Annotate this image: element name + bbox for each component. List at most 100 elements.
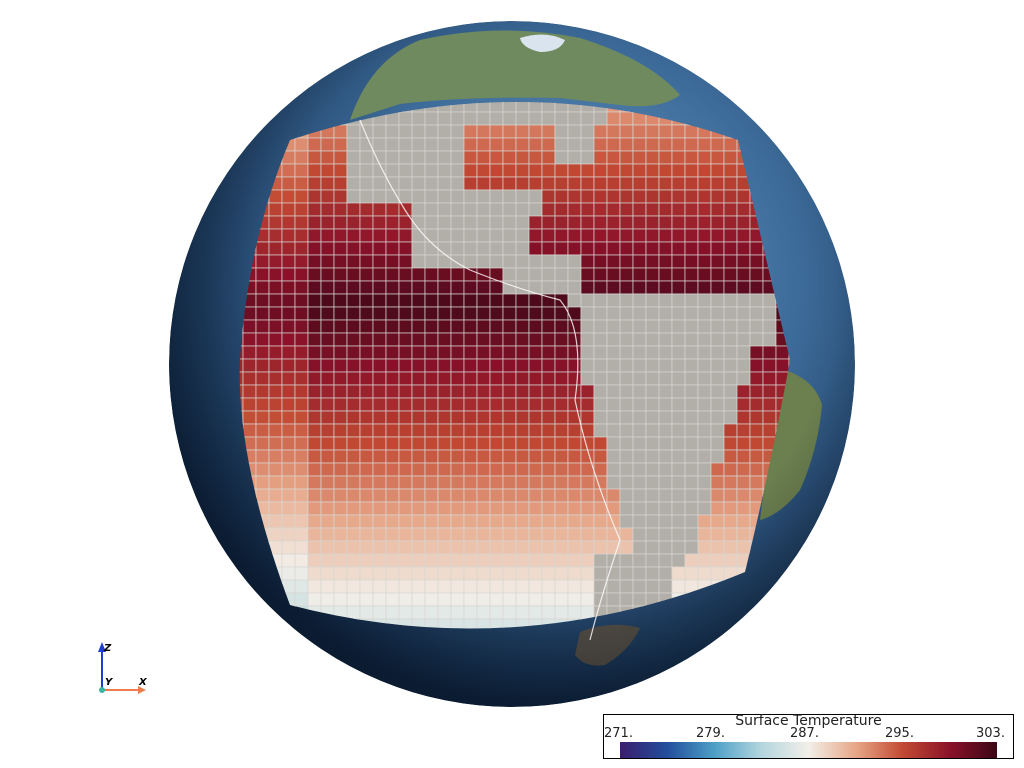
mesh-cell — [230, 86, 243, 99]
mesh-cell — [580, 124, 595, 139]
mesh-cell — [671, 319, 686, 334]
mesh-cell — [320, 215, 335, 230]
mesh-cell — [307, 592, 322, 607]
mesh-cell — [710, 358, 725, 373]
mesh-cell — [372, 280, 387, 295]
mesh-cell — [554, 488, 569, 503]
mesh-cell — [424, 462, 439, 477]
mesh-cell — [567, 358, 582, 373]
mesh-cell — [437, 280, 452, 295]
mesh-cell — [424, 384, 439, 399]
mesh-cell — [723, 176, 738, 191]
mesh-cell — [333, 137, 348, 152]
mesh-cell — [398, 280, 413, 295]
mesh-cell — [697, 215, 712, 230]
mesh-cell — [554, 410, 569, 425]
mesh-cell — [723, 293, 738, 308]
mesh-cell — [437, 150, 452, 165]
mesh-cell — [554, 358, 569, 373]
mesh-cell — [255, 605, 270, 620]
mesh-cell — [346, 189, 361, 204]
mesh-cell — [789, 86, 802, 99]
mesh-cell — [541, 215, 556, 230]
mesh-cell — [736, 254, 751, 269]
mesh-cell — [567, 280, 582, 295]
mesh-cell — [385, 566, 400, 581]
mesh-cell — [567, 423, 582, 438]
temperature-mesh[interactable] — [230, 60, 802, 671]
mesh-cell — [723, 332, 738, 347]
mesh-cell — [346, 124, 361, 139]
mesh-cell — [528, 579, 543, 594]
mesh-cell — [554, 540, 569, 555]
mesh-cell — [320, 254, 335, 269]
mesh-cell — [619, 449, 634, 464]
mesh-cell — [554, 124, 569, 139]
mesh-cell — [281, 202, 296, 217]
mesh-cell — [268, 436, 283, 451]
mesh-cell — [684, 267, 699, 282]
mesh-cell — [502, 254, 517, 269]
mesh-cell — [632, 579, 647, 594]
mesh-cell — [528, 371, 543, 386]
mesh-cell — [346, 215, 361, 230]
mesh-cell — [372, 215, 387, 230]
mesh-cell — [281, 423, 296, 438]
mesh-cell — [463, 540, 478, 555]
mesh-cell — [463, 605, 478, 620]
mesh-cell — [424, 501, 439, 516]
mesh-cell — [255, 358, 270, 373]
mesh-cell — [489, 228, 504, 243]
mesh-cell — [554, 527, 569, 542]
mesh-cell — [346, 397, 361, 412]
mesh-cell — [385, 345, 400, 360]
mesh-cell — [359, 306, 374, 321]
mesh-cell — [763, 73, 776, 86]
mesh-cell — [580, 215, 595, 230]
mesh-cell — [281, 176, 296, 191]
mesh-cell — [736, 202, 751, 217]
mesh-cell — [398, 163, 413, 178]
mesh-cell — [320, 163, 335, 178]
mesh-cell — [268, 423, 283, 438]
mesh-cell — [515, 527, 530, 542]
mesh-cell — [541, 358, 556, 373]
mesh-cell — [463, 423, 478, 438]
mesh-cell — [502, 124, 517, 139]
mesh-cell — [593, 163, 608, 178]
mesh-cell — [528, 358, 543, 373]
mesh-cell — [359, 449, 374, 464]
mesh-cell — [320, 241, 335, 256]
mesh-cell — [737, 632, 750, 645]
mesh-cell — [476, 111, 491, 126]
mesh-cell — [567, 371, 582, 386]
mesh-cell — [697, 501, 712, 516]
mesh-cell — [749, 102, 764, 113]
mesh-cell — [255, 618, 270, 629]
mesh-cell — [359, 566, 374, 581]
mesh-cell — [463, 332, 478, 347]
mesh-cell — [437, 592, 452, 607]
mesh-cell — [320, 176, 335, 191]
mesh-cell — [411, 124, 426, 139]
mesh-cell — [295, 658, 308, 671]
mesh-cell — [632, 501, 647, 516]
mesh-cell — [658, 332, 673, 347]
mesh-cell — [632, 215, 647, 230]
mesh-cell — [372, 306, 387, 321]
mesh-cell — [697, 202, 712, 217]
mesh-cell — [528, 527, 543, 542]
mesh-cell — [502, 449, 517, 464]
mesh-cell — [385, 514, 400, 529]
mesh-cell — [424, 514, 439, 529]
mesh-cell — [554, 189, 569, 204]
mesh-cell — [658, 475, 673, 490]
mesh-cell — [281, 488, 296, 503]
mesh-cell — [698, 658, 711, 671]
mesh-cell — [346, 423, 361, 438]
mesh-cell — [282, 73, 295, 86]
mesh-cell — [424, 319, 439, 334]
mesh-cell — [320, 306, 335, 321]
